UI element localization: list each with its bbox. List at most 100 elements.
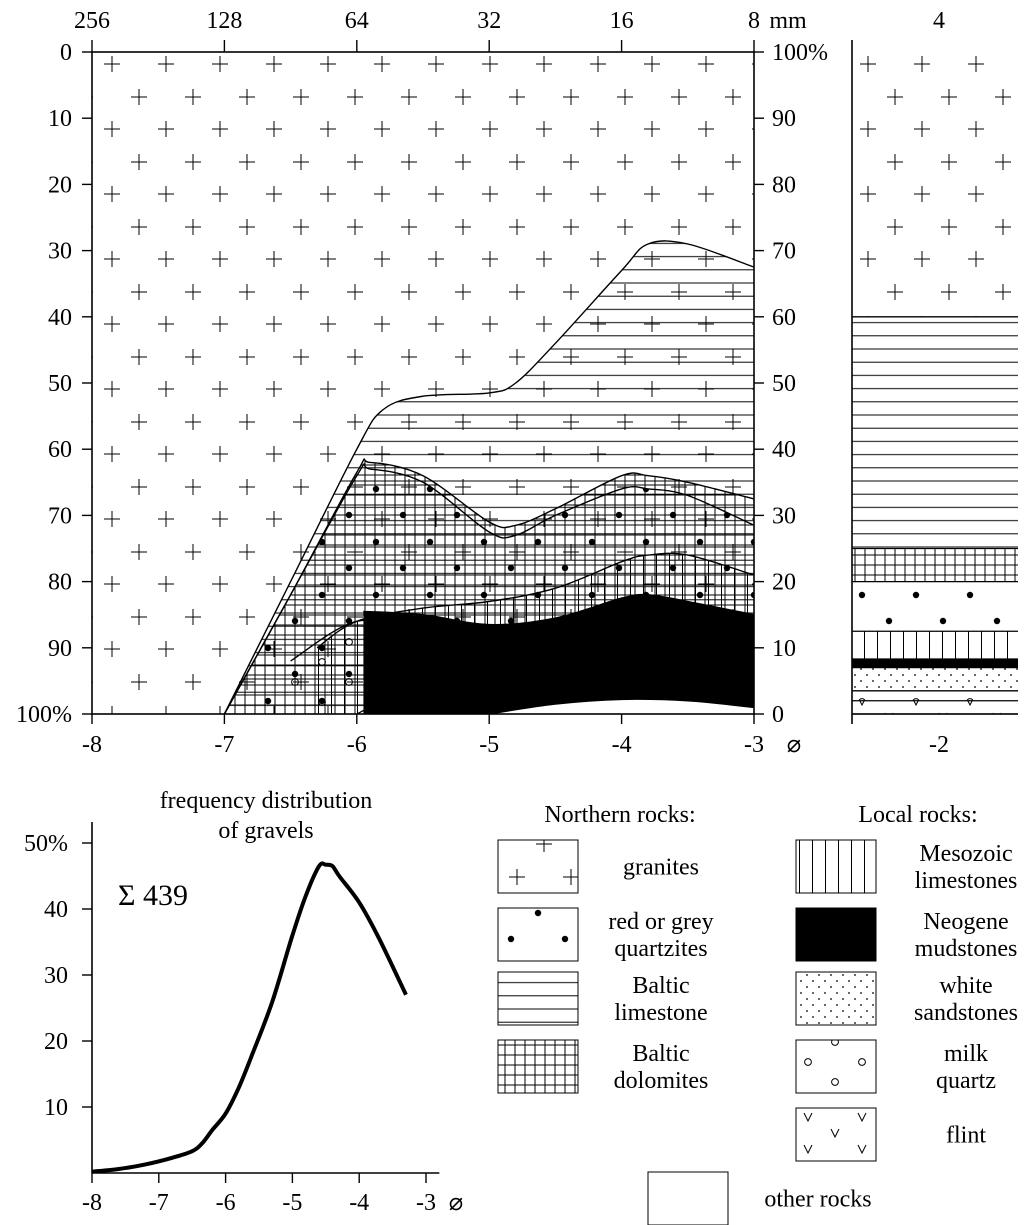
legend-label-flint: flint (946, 1123, 986, 1149)
boundary-mesozoic-limestones-neogene-mudstones (363, 593, 755, 626)
bar-segment-white-sandstones (852, 667, 1018, 691)
composition-chart: 0102030405060708090100%100%9080706050403… (16, 8, 828, 758)
legend-swatch-baltic-dolomites (497, 1039, 579, 1094)
left-tick-label: 60 (48, 437, 72, 463)
left-tick-label: 10 (48, 106, 72, 132)
left-tick-label: 30 (48, 239, 72, 265)
freq-x-tick-label: -7 (149, 1190, 169, 1216)
legend-item-other-rocks: other rocks (647, 1171, 872, 1225)
legend-label-quartzites: quartzites (614, 936, 707, 962)
boundary-flint-other-rocks (489, 698, 755, 715)
bar-segment-neogene-mudstones (852, 659, 1018, 668)
legend-swatch-flint (795, 1107, 877, 1162)
right-tick-label: 60 (772, 305, 796, 331)
left-tick-label: 50 (48, 371, 72, 397)
x-top-tick-label: 32 (477, 8, 501, 34)
bar-segment-milk-quartz (852, 690, 1018, 701)
bar-top-label: 4 (933, 8, 945, 34)
legend-label-baltic-dolomites: dolomites (614, 1068, 709, 1094)
region-flint (356, 637, 754, 714)
freq-x-unit-label: ⌀ (449, 1190, 463, 1216)
fraction-4mm-bar: 4 -2 (851, 8, 1018, 758)
legend-title-northern: Northern rocks: (544, 802, 695, 828)
freq-x-tick-label: -4 (349, 1190, 369, 1216)
left-tick-label: 90 (48, 636, 72, 662)
x-top-unit-label: mm (769, 8, 807, 34)
bar-segment-granites (852, 52, 1018, 317)
legend-swatch-milk-quartz (795, 1039, 877, 1094)
x-tick-label: -4 (612, 732, 632, 758)
legend-swatch-granites (497, 839, 579, 894)
sample-count-annotation: Σ 439 (118, 879, 188, 912)
boundary-white-sandstones-milk-quartz (290, 619, 755, 662)
left-tick-label: 70 (48, 503, 72, 529)
legend-label-granites: granites (623, 855, 699, 881)
left-tick-label: 20 (48, 172, 72, 198)
x-tick-label: -7 (214, 732, 234, 758)
frequency-distribution-chart: frequency distribution of gravels Σ 439 10 2… (24, 788, 463, 1216)
x-top-tick-label: 8 (748, 8, 760, 34)
frequency-curve (91, 861, 408, 1174)
bar-segment-baltic-limestone (852, 316, 1018, 549)
freq-y-tick-label: 20 (44, 1029, 68, 1055)
freq-x-tick-label: -3 (416, 1190, 436, 1216)
right-tick-label: 20 (772, 570, 796, 596)
boundary-baltic-dolomites-red-or-grey-quartzites (223, 463, 755, 715)
legend-swatch-baltic-limestone (497, 971, 579, 1026)
legend-label-neogene: Neogene (923, 909, 1008, 935)
freq-y-tick-label: 40 (44, 897, 68, 923)
right-tick-label: 30 (772, 503, 796, 529)
legend-title-local: Local rocks: (858, 802, 977, 828)
x-tick-label: -6 (347, 732, 367, 758)
legend-label-baltic-dolomites: Baltic (632, 1041, 689, 1067)
right-tick-label: 0 (772, 702, 784, 728)
freq-chart-title: of gravels (218, 818, 313, 844)
freq-y-tick-label: 30 (44, 963, 68, 989)
freq-chart-title: frequency distribution (160, 788, 373, 814)
freq-x-tick-label: -8 (82, 1190, 102, 1216)
freq-y-tick-label: 10 (44, 1095, 68, 1121)
x-top-tick-label: 256 (74, 8, 110, 34)
legend-label-baltic-limestone: limestone (614, 1000, 707, 1026)
x-tick-label: -5 (479, 732, 499, 758)
left-tick-label: 0 (60, 40, 72, 66)
freq-x-tick-label: -6 (216, 1190, 236, 1216)
legend-label-mesozoic: limestones (915, 868, 1018, 894)
right-tick-label: 100% (772, 40, 828, 66)
legend-label-white-sandstones: white (939, 973, 992, 999)
legend-item-granites: granites (497, 839, 699, 894)
legend-label-milk-quartz: quartz (936, 1068, 996, 1094)
legend-swatch-neogene (795, 907, 877, 962)
legend-item-flint: flint (795, 1107, 986, 1162)
legend-label-milk-quartz: milk (944, 1041, 988, 1067)
bar-segment-baltic-dolomites (852, 548, 1018, 582)
legend-label-quartzites: red or grey (608, 909, 713, 935)
left-tick-label: 80 (48, 570, 72, 596)
x-top-tick-label: 16 (610, 8, 634, 34)
bar-segment-mesozoic-limestones (852, 631, 1018, 660)
boundary-milk-quartz-flint (356, 636, 755, 715)
right-tick-label: 40 (772, 437, 796, 463)
left-tick-label: 40 (48, 305, 72, 331)
bar-segment-flint (852, 700, 1018, 714)
right-tick-label: 70 (772, 239, 796, 265)
x-top-tick-label: 128 (206, 8, 242, 34)
x-tick-label: -8 (82, 732, 102, 758)
x-unit-label: ⌀ (787, 732, 801, 758)
region-other-rocks (489, 699, 754, 714)
left-tick-label: 100% (16, 702, 72, 728)
legend-label-other-rocks: other rocks (764, 1187, 871, 1213)
legend-label-white-sandstones: sandstones (914, 1000, 1018, 1026)
right-tick-label: 10 (772, 636, 796, 662)
freq-x-tick-label: -5 (282, 1190, 302, 1216)
legend-label-baltic-limestone: Baltic (632, 973, 689, 999)
legend-label-neogene: mudstones (915, 936, 1018, 962)
